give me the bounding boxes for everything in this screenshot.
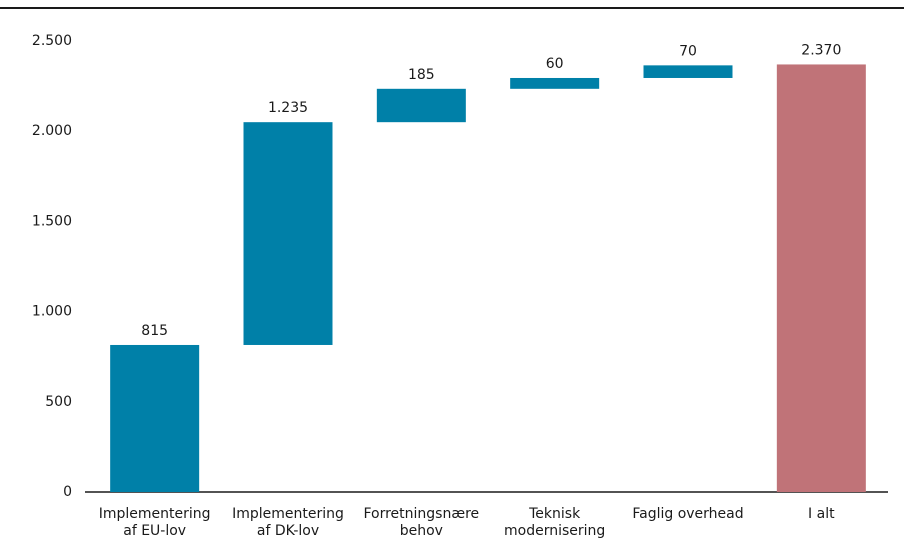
value-label: 185 <box>408 67 435 83</box>
bar <box>510 77 600 89</box>
x-tick-label: Implementering <box>232 506 344 522</box>
y-tick-label: 0 <box>63 484 72 500</box>
x-tick-label: af DK-lov <box>257 523 319 539</box>
x-tick-label: Implementering <box>99 506 211 522</box>
x-tick-label: Teknisk <box>528 506 581 522</box>
y-tick-label: 500 <box>45 394 72 410</box>
bar <box>643 65 733 78</box>
x-tick-label: I alt <box>808 506 835 522</box>
y-tick-label: 1.500 <box>32 213 72 229</box>
value-label: 60 <box>546 56 564 72</box>
value-label: 1.235 <box>268 100 308 116</box>
bar <box>243 122 333 345</box>
y-tick-label: 1.000 <box>32 304 72 320</box>
y-tick-label: 2.000 <box>32 123 72 139</box>
x-tick-label: Forretningsnære <box>363 506 479 522</box>
bar <box>776 64 866 493</box>
x-tick-label: af EU-lov <box>123 523 186 539</box>
value-label: 70 <box>679 43 697 59</box>
value-label: 2.370 <box>801 42 841 58</box>
bar <box>376 88 466 123</box>
y-tick-label: 2.500 <box>32 33 72 49</box>
bar <box>110 344 200 492</box>
x-tick-label: Faglig overhead <box>632 506 743 522</box>
x-tick-label: modernisering <box>504 523 605 539</box>
x-tick-label: behov <box>400 523 443 539</box>
value-label: 815 <box>141 323 168 339</box>
